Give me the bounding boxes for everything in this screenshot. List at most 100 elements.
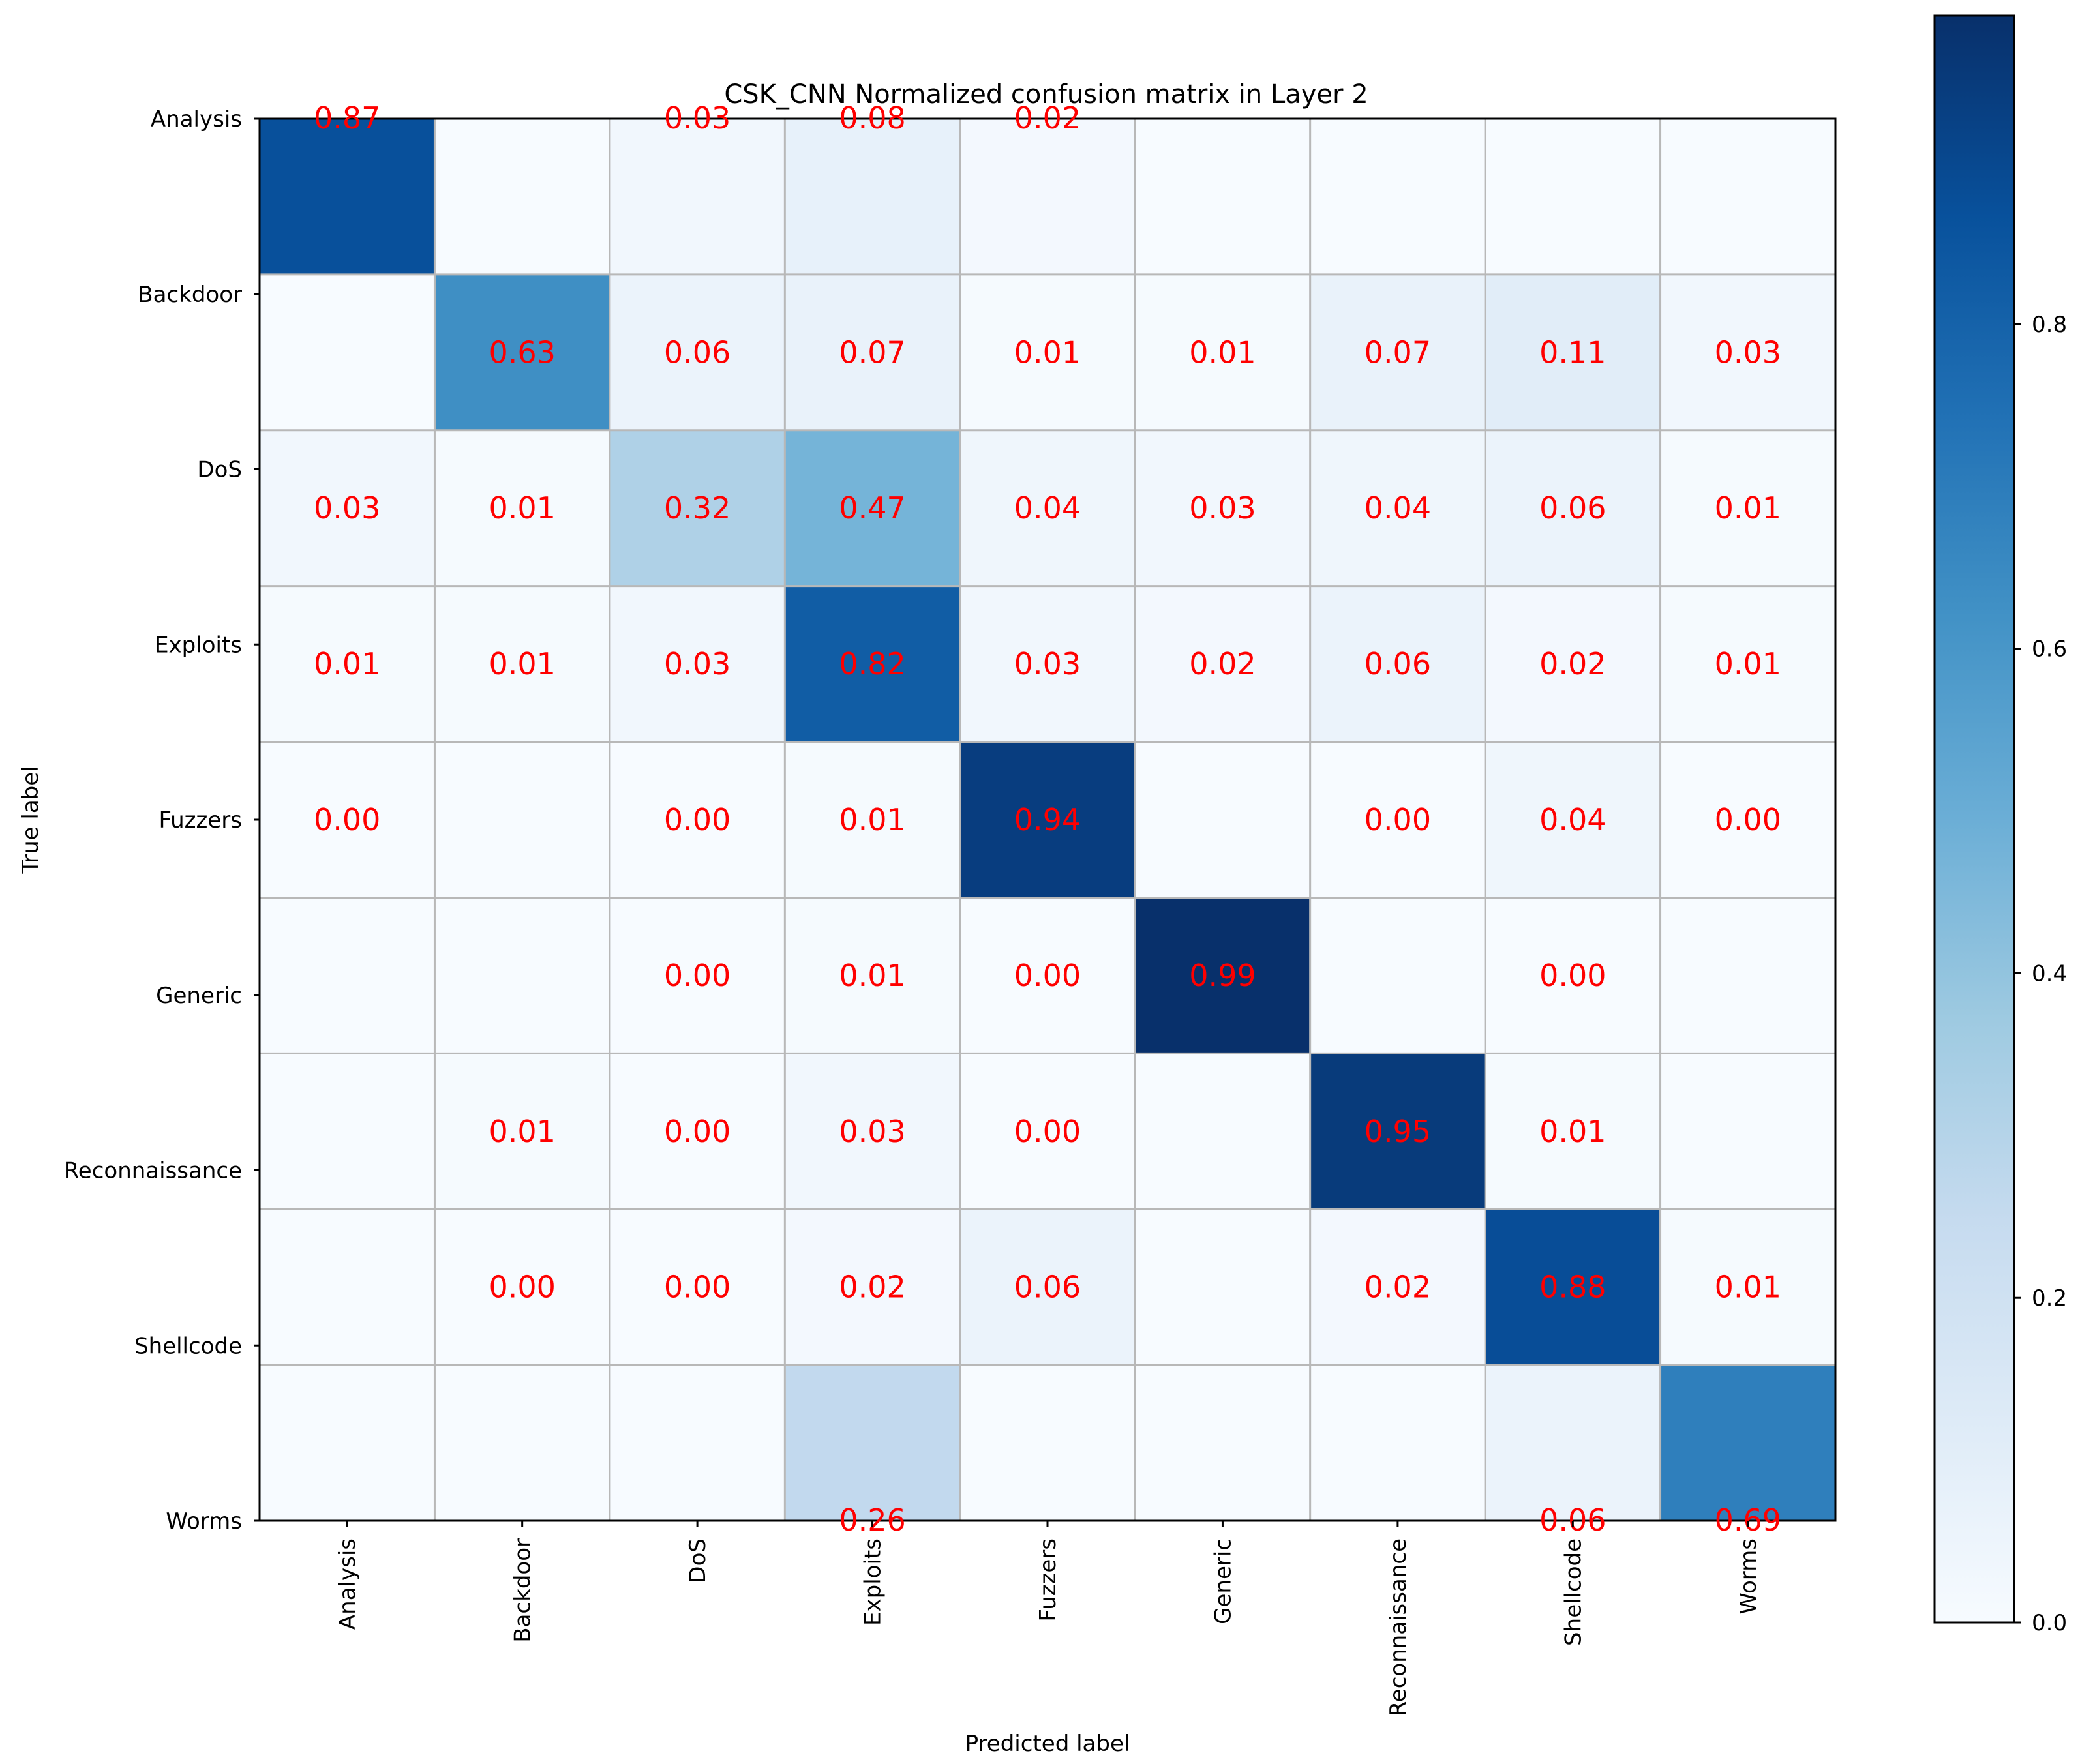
heatmap-cell [785,897,960,1054]
y-tick-label: Worms [166,1508,242,1534]
heatmap-cell [1310,119,1486,275]
cell-value-label: 0.01 [489,1114,555,1149]
cell-value-label: 0.06 [664,335,731,370]
x-tick-label: Backdoor [510,1538,536,1643]
heatmap-cell [1660,897,1835,1054]
colorbar-tick-label: 0.6 [2032,636,2067,663]
cell-value-label: 0.82 [839,646,905,681]
heatmap-cell [260,1053,435,1210]
cell-value-label: 0.01 [839,958,905,993]
cell-value-label: 0.02 [1364,1270,1431,1305]
cell-value-label: 0.95 [1364,1114,1431,1149]
heatmap-cell [609,897,785,1054]
heatmap-cell [434,586,610,742]
heatmap-cell [434,430,610,586]
cell-value-label: 0.26 [839,1502,905,1538]
cell-value-label: 0.01 [839,802,905,837]
heatmap-cell [1310,897,1486,1054]
heatmap-cell [785,1053,960,1210]
heatmap-cell [260,586,435,742]
cell-value-label: 0.69 [1715,1502,1781,1538]
cell-value-label: 0.00 [1715,802,1781,837]
heatmap-cell [785,741,960,898]
heatmap-cell [1485,119,1661,275]
heatmap-cell [434,897,610,1054]
cell-value-label: 0.07 [839,335,905,370]
x-tick-label: Fuzzers [1035,1538,1061,1622]
cell-value-label: 0.04 [1364,490,1431,526]
heatmap-cell [260,897,435,1054]
heatmap-cell [785,430,960,586]
cell-value-label: 0.02 [1014,100,1081,136]
y-tick-label: Reconnaissance [64,1158,242,1184]
colorbar-ticks: 0.0 0.2 0.4 0.6 0.8 [2014,312,2067,1636]
cell-value-label: 0.02 [839,1270,905,1305]
cell-value-label: 0.01 [1715,1270,1781,1305]
heatmap-cell [959,741,1136,898]
cell-value-label: 0.03 [839,1114,905,1149]
cell-value-label: 0.11 [1539,335,1606,370]
heatmap-cell [959,119,1136,275]
heatmap-cell [1135,274,1310,430]
heatmap-cell [434,1209,610,1366]
x-axis-label: Predicted label [965,1731,1130,1757]
heatmap-cell [1660,119,1835,275]
heatmap-cell [609,741,785,898]
cell-value-label: 0.99 [1189,958,1256,993]
cell-value-label: 0.47 [839,490,905,526]
heatmap-cell [1310,1053,1486,1210]
heatmap-cell [1135,586,1310,742]
cell-value-label: 0.03 [314,490,380,526]
cell-value-label: 0.00 [1014,958,1081,993]
x-tick-label: DoS [685,1538,711,1583]
x-tick-label: Analysis [335,1538,361,1630]
x-tick-label: Exploits [860,1538,886,1626]
heatmap-cell [260,119,435,275]
cell-value-label: 0.08 [839,100,905,136]
cell-value-label: 0.00 [664,1114,731,1149]
heatmap-cell [609,1365,785,1521]
heatmap-cell [959,897,1136,1054]
y-tick-label: Exploits [155,632,242,658]
heatmap-cell [1660,741,1835,898]
heatmap-cell [434,1053,610,1210]
x-tick-label: Generic [1210,1538,1236,1624]
cell-value-label: 0.00 [489,1270,555,1305]
cell-value-label: 0.01 [1715,646,1781,681]
heatmap-cell [1485,586,1661,742]
cell-value-label: 0.87 [314,100,380,136]
heatmap-cell [959,1365,1136,1521]
cell-value-label: 0.88 [1539,1270,1606,1305]
y-tick-label: DoS [197,457,242,483]
cell-value-label: 0.03 [1014,646,1081,681]
cell-value-label: 0.00 [1014,1114,1081,1149]
x-tick-label: Worms [1736,1538,1762,1615]
heatmap-cell [959,586,1136,742]
heatmap-cell [434,119,610,275]
heatmap-cell [434,1365,610,1521]
cell-value-label: 0.06 [1364,646,1431,681]
cell-value-label: 0.01 [1189,335,1256,370]
heatmap-cell [260,741,435,898]
cell-value-label: 0.04 [1014,490,1081,526]
heatmap-cell [959,430,1136,586]
heatmap-cell [1485,430,1661,586]
x-tick-label: Shellcode [1560,1538,1586,1646]
heatmap-cell [1135,897,1310,1054]
heatmap-cell [1135,1209,1310,1366]
colorbar [1933,14,2015,1624]
colorbar-tick-label: 0.8 [2032,312,2067,338]
cell-value-label: 0.63 [489,335,555,370]
heatmap-cell [1660,1365,1835,1521]
heatmap-cell [1310,274,1486,430]
heatmap-cell [1485,741,1661,898]
cell-value-label: 0.00 [664,1270,731,1305]
heatmap-cell [959,1053,1136,1210]
cell-value-label: 0.07 [1364,335,1431,370]
heatmap-cell [1660,1053,1835,1210]
heatmap-cell [1660,586,1835,742]
heatmap-cell [609,586,785,742]
y-tick-label: Analysis [151,106,242,132]
